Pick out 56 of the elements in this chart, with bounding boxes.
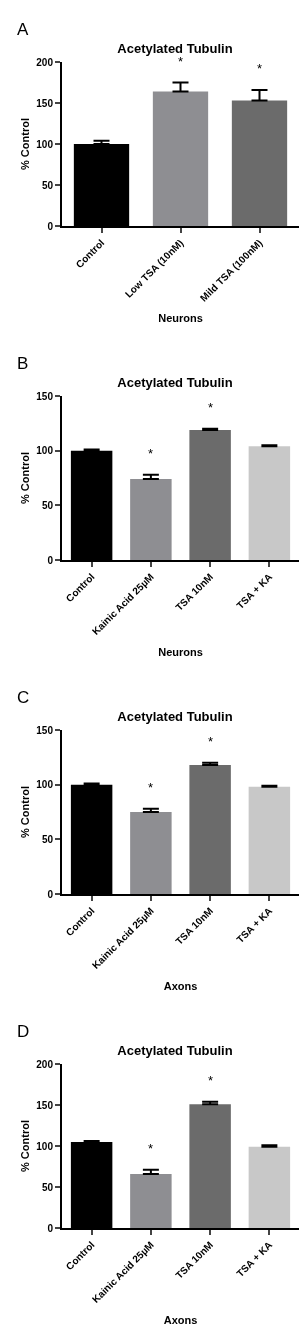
bar: [189, 429, 231, 560]
data-label: *: [208, 400, 214, 415]
y-tick-label: 150: [36, 390, 54, 402]
x-tick-label: TSA + KA: [234, 1239, 275, 1280]
x-tick-label: TSA + KA: [234, 905, 275, 946]
y-tick-label: 0: [47, 554, 54, 566]
data-label: *: [148, 780, 154, 795]
y-axis-title: % Control: [19, 1120, 31, 1172]
chart-title: Acetylated Tubulin: [117, 708, 233, 724]
x-axis-title: Neurons: [158, 312, 203, 325]
text: D: [17, 1022, 30, 1041]
bar: [248, 1146, 291, 1228]
data-label: *: [148, 1141, 154, 1156]
y-axis-title: % Control: [19, 452, 31, 504]
y-tick-label: 50: [41, 1181, 54, 1193]
bar: [189, 764, 231, 894]
x-axis-title: Neurons: [158, 645, 203, 658]
y-tick-label: 200: [36, 56, 54, 68]
chart-title: Acetylated Tubulin: [117, 1042, 233, 1058]
bar: [248, 446, 291, 560]
bar: [189, 1104, 231, 1228]
chart-title: Acetylated Tubulin: [117, 40, 233, 56]
x-axis-title: Axons: [163, 1313, 198, 1326]
y-axis-title: % Control: [19, 786, 31, 838]
data-label: *: [178, 54, 184, 69]
y-tick-label: 100: [36, 445, 54, 457]
y-tick-label: 150: [36, 724, 54, 736]
y-axis-title: % Control: [19, 118, 31, 170]
y-tick-label: 100: [36, 779, 54, 791]
y-tick-label: 50: [41, 499, 54, 511]
bar: [130, 479, 172, 560]
y-tick-label: 100: [36, 138, 54, 150]
y-tick-label: 0: [47, 888, 54, 900]
x-tick-label: TSA + KA: [234, 571, 275, 612]
bar: [130, 812, 172, 894]
bar: [248, 786, 291, 894]
text: B: [17, 354, 29, 373]
data-label: *: [208, 1073, 214, 1088]
data-label: *: [208, 734, 214, 749]
text: C: [17, 688, 30, 707]
bar: [152, 91, 209, 226]
y-tick-label: 200: [36, 1058, 54, 1070]
y-tick-label: 0: [47, 1222, 54, 1234]
text: A: [17, 20, 29, 39]
y-tick-label: 50: [41, 179, 54, 191]
data-label: *: [148, 446, 154, 461]
data-label: *: [257, 61, 263, 76]
y-tick-label: 150: [36, 1099, 54, 1111]
bar: [231, 100, 288, 226]
bar: [130, 1173, 172, 1228]
y-tick-label: 100: [36, 1140, 54, 1152]
y-tick-label: 50: [41, 833, 54, 845]
y-tick-label: 0: [47, 220, 54, 232]
chart-title: Acetylated Tubulin: [117, 374, 233, 390]
y-tick-label: 150: [36, 97, 54, 109]
x-axis-title: Axons: [163, 979, 198, 992]
